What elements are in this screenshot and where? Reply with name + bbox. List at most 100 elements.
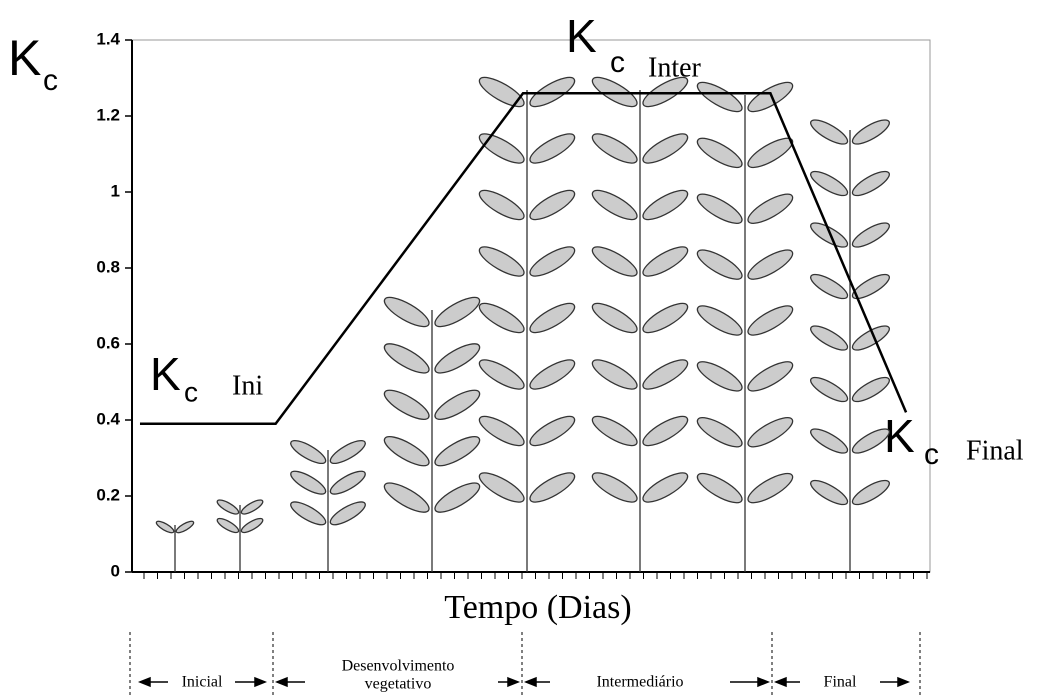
stage-label: Final bbox=[824, 674, 857, 691]
plant-leaf bbox=[383, 436, 430, 467]
plant-leaf bbox=[747, 417, 794, 448]
annotation-subscript: c bbox=[610, 46, 625, 79]
plant-leaf bbox=[696, 137, 743, 169]
plant-leaf bbox=[810, 170, 849, 197]
plant-leaf bbox=[851, 479, 890, 506]
plant-leaf bbox=[747, 472, 794, 504]
annotation-symbol: K bbox=[150, 348, 181, 400]
plant-leaf bbox=[478, 76, 525, 108]
stage-arrows bbox=[137, 676, 911, 688]
y-tick-label: 0.6 bbox=[96, 333, 120, 352]
plant-leaf bbox=[810, 325, 849, 351]
plot-frame bbox=[131, 39, 931, 573]
plant-leaf bbox=[642, 415, 689, 447]
plant-leaf bbox=[810, 376, 849, 403]
plant-leaf bbox=[529, 246, 576, 277]
plant-leaf bbox=[696, 361, 743, 392]
plant-leaf bbox=[642, 246, 689, 277]
plant-leaf bbox=[240, 517, 264, 534]
plant-leaf bbox=[810, 479, 849, 506]
plant-leaf bbox=[747, 249, 794, 280]
plant-leaf bbox=[851, 428, 890, 454]
plant-leaf bbox=[216, 517, 240, 534]
plant-leaf bbox=[851, 376, 890, 403]
plant-leaf bbox=[329, 501, 366, 526]
plant-leaf bbox=[478, 189, 525, 221]
plant-leaf bbox=[478, 472, 525, 503]
annotation-symbol: K bbox=[884, 410, 915, 462]
plant-leaf bbox=[696, 249, 743, 280]
plant-leaf bbox=[810, 119, 849, 145]
plant-leaf bbox=[696, 305, 743, 336]
plant-leaf bbox=[747, 193, 794, 224]
plant-leaf bbox=[383, 389, 430, 420]
plant-leaf bbox=[478, 359, 525, 390]
plant-leaf bbox=[696, 472, 743, 504]
plant-leaf bbox=[851, 119, 890, 145]
plant-leaf bbox=[696, 417, 743, 448]
plant-leaf bbox=[290, 470, 327, 495]
y-tick-label: 0.2 bbox=[96, 485, 120, 504]
plant-leaf bbox=[591, 415, 638, 447]
plant-leaf bbox=[240, 499, 264, 515]
plant-leaf bbox=[747, 137, 794, 169]
stage-label: vegetativo bbox=[365, 676, 432, 693]
plant-leaf bbox=[810, 273, 849, 300]
plant-leaf bbox=[434, 296, 481, 328]
plant-leaf bbox=[851, 325, 890, 351]
plant-leaf bbox=[478, 302, 525, 334]
plant-leaf bbox=[175, 520, 195, 534]
plant-leaf bbox=[290, 439, 327, 465]
y-tick-label: 0.4 bbox=[96, 409, 120, 428]
plant-leaf bbox=[478, 415, 525, 447]
stage-label: Desenvolvimento bbox=[342, 658, 455, 675]
y-tick-label: 1.4 bbox=[96, 29, 120, 48]
plant-leaf bbox=[383, 482, 430, 513]
plant-leaf bbox=[747, 361, 794, 392]
annotation-label: Ini bbox=[232, 370, 263, 401]
plant-leaf bbox=[851, 222, 890, 248]
plant-leaf bbox=[155, 520, 175, 534]
plant-leaf bbox=[478, 246, 525, 277]
stage-label: Intermediário bbox=[596, 674, 683, 691]
stage-label: Inicial bbox=[182, 674, 223, 691]
annotation-subscript: c bbox=[184, 376, 198, 407]
plant-leaf bbox=[591, 189, 638, 221]
x-label: Tempo (Dias) bbox=[444, 589, 631, 626]
kc-curve bbox=[139, 91, 908, 426]
plant-leaf bbox=[434, 389, 481, 420]
plant-illustration bbox=[155, 76, 890, 572]
y-label-subscript: c bbox=[43, 64, 58, 97]
annotation-subscript: c bbox=[924, 438, 939, 471]
plant-leaf bbox=[851, 273, 890, 300]
plant-leaf bbox=[529, 133, 576, 164]
plant-leaf bbox=[810, 222, 849, 248]
y-tick-label: 0 bbox=[111, 561, 120, 580]
plant-leaf bbox=[529, 359, 576, 390]
plant-leaf bbox=[529, 472, 576, 503]
plant-leaf bbox=[696, 81, 743, 113]
plant-leaf bbox=[591, 359, 638, 390]
plant-leaf bbox=[696, 193, 743, 224]
plant-leaf bbox=[642, 133, 689, 164]
plant-leaf bbox=[747, 81, 794, 113]
plant-leaf bbox=[434, 436, 481, 467]
plant-leaf bbox=[747, 305, 794, 336]
y-tick-label: 1 bbox=[111, 181, 120, 200]
plant-leaf bbox=[329, 470, 366, 495]
plant-leaf bbox=[434, 343, 481, 374]
plant-leaf bbox=[810, 428, 849, 454]
y-tick-label: 1.2 bbox=[96, 105, 120, 124]
plant-leaf bbox=[216, 499, 240, 515]
plant-leaf bbox=[591, 472, 638, 503]
plant-leaf bbox=[591, 302, 638, 334]
plant-leaf bbox=[478, 133, 525, 164]
y-label-symbol: K bbox=[8, 30, 41, 86]
y-tick-label: 0.8 bbox=[96, 257, 120, 276]
plant-leaf bbox=[529, 415, 576, 447]
plant-leaf bbox=[642, 189, 689, 221]
annotation-symbol: K bbox=[566, 10, 597, 62]
plant-leaf bbox=[529, 189, 576, 221]
plant-leaf bbox=[383, 296, 430, 328]
plant-leaf bbox=[529, 302, 576, 334]
